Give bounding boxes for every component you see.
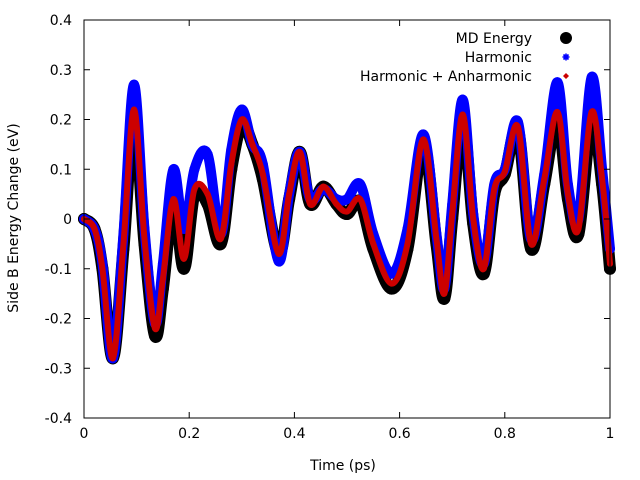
- y-tick-label: 0.1: [50, 162, 72, 178]
- data-point: [588, 109, 595, 116]
- data-point: [228, 161, 235, 168]
- data-point: [152, 325, 159, 332]
- data-point: [296, 148, 303, 155]
- data-point: [307, 201, 314, 208]
- data-point: [470, 216, 477, 222]
- data-point: [236, 104, 247, 115]
- data-point: [189, 164, 200, 175]
- data-point: [564, 191, 571, 198]
- x-axis-title: Time (ps): [309, 458, 376, 474]
- y-tick-label: -0.4: [45, 411, 72, 427]
- series-layer: [78, 71, 616, 365]
- data-point: [141, 235, 148, 242]
- data-point: [418, 129, 429, 140]
- data-point: [344, 208, 350, 215]
- y-tick-label: -0.2: [45, 312, 72, 328]
- data-point: [491, 186, 498, 193]
- x-tick-label: 0.2: [178, 426, 200, 442]
- data-point: [386, 268, 397, 279]
- data-point: [370, 240, 377, 247]
- data-point: [238, 116, 245, 123]
- data-point: [528, 240, 535, 247]
- data-point: [159, 275, 166, 282]
- legend-marker-md-energy: [560, 32, 572, 44]
- series-harmonic-anharmonic: [81, 106, 613, 362]
- data-point: [420, 136, 427, 143]
- data-point: [120, 240, 127, 247]
- data-point: [130, 106, 137, 113]
- data-point: [109, 355, 116, 362]
- y-tick-label: -0.3: [45, 361, 72, 377]
- data-point: [554, 109, 561, 116]
- data-point: [514, 123, 521, 130]
- data-point: [388, 280, 395, 287]
- data-point: [168, 164, 179, 175]
- data-point: [320, 183, 327, 190]
- y-tick-label: 0.3: [50, 63, 72, 79]
- data-point: [441, 290, 448, 297]
- data-point: [404, 240, 411, 247]
- data-point: [202, 149, 213, 160]
- data-point: [599, 176, 606, 183]
- data-point: [333, 201, 340, 208]
- y-tick-label: 0: [63, 212, 72, 228]
- data-point: [357, 196, 364, 203]
- data-point: [457, 94, 468, 105]
- data-point: [177, 262, 190, 275]
- data-point: [249, 141, 256, 148]
- data-point: [217, 235, 224, 242]
- data-point: [433, 235, 440, 242]
- data-point: [273, 256, 284, 267]
- y-tick-label: -0.1: [45, 262, 72, 278]
- data-point: [449, 211, 456, 218]
- y-axis-title: Side B Energy Change (eV): [6, 123, 22, 312]
- data-point: [552, 77, 563, 88]
- legend-label-md-energy: MD Energy: [456, 31, 532, 47]
- data-point: [586, 72, 597, 83]
- x-tick-label: 0.6: [388, 426, 410, 442]
- data-point: [286, 191, 293, 198]
- legend-marker-harmonic-anharmonic: [563, 73, 569, 79]
- y-tick-label: 0.4: [50, 13, 72, 29]
- legend-marker-harmonic: [562, 53, 570, 61]
- data-point: [204, 191, 211, 198]
- data-point: [480, 265, 487, 272]
- x-tick-label: 1: [606, 426, 615, 442]
- data-point: [180, 255, 187, 262]
- legend-label-harmonic: Harmonic: [465, 50, 532, 66]
- legend-label-harmonic-anharmonic: Harmonic + Anharmonic: [360, 69, 532, 85]
- x-tick-label: 0: [80, 426, 89, 442]
- data-point: [541, 176, 548, 183]
- data-point: [170, 196, 177, 203]
- ticks-layer: 0 0.2 0.4 0.6 0.8 1 -0.4 -0.3 -0.2 -0.1 0 0.1 0.2 0.3…: [45, 13, 615, 442]
- data-point: [191, 186, 198, 193]
- data-point: [459, 111, 466, 118]
- legend: MD Energy Harmonic Harmonic + Anharmonic: [360, 31, 572, 85]
- data-point: [99, 265, 106, 272]
- data-point: [342, 194, 352, 205]
- data-point: [275, 250, 282, 257]
- x-tick-label: 0.8: [494, 426, 516, 442]
- y-tick-label: 0.2: [50, 113, 72, 129]
- data-point: [501, 168, 508, 175]
- data-point: [128, 79, 139, 90]
- data-point: [355, 179, 366, 190]
- data-point: [259, 171, 266, 178]
- x-tick-label: 0.4: [283, 426, 305, 442]
- data-point: [91, 225, 98, 232]
- data-point: [575, 225, 582, 232]
- data-point: [149, 329, 162, 342]
